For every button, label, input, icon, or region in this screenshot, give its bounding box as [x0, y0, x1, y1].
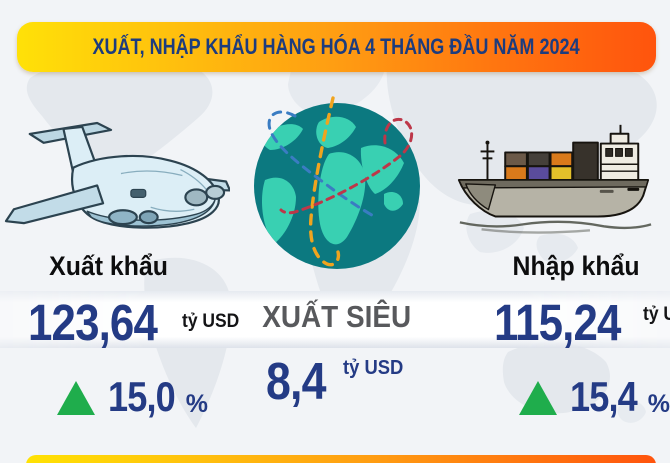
surplus-label-text: XUẤT SIÊU	[262, 299, 412, 334]
footer-gradient-bar	[26, 455, 656, 463]
surplus-section-label: XUẤT SIÊU	[227, 299, 447, 334]
import-percent-sign: %	[647, 390, 670, 418]
export-change-value: 15,0	[108, 373, 176, 420]
surplus-value-row: 8,4 tỷ USD	[237, 356, 437, 408]
page-title: XUẤT, NHẬP KHẨU HÀNG HÓA 4 THÁNG ĐẦU NĂM…	[92, 34, 581, 59]
import-unit: tỷ USD	[643, 304, 670, 325]
import-value-row: 115,24 tỷ USD	[494, 297, 670, 348]
export-change-row: 15,0 %	[57, 376, 208, 418]
export-percent-sign: %	[185, 390, 208, 418]
export-value-row: 123,64 tỷ USD	[28, 297, 244, 348]
surplus-value: 8,4	[265, 353, 326, 411]
import-section-label: Nhập khẩu	[478, 253, 670, 280]
surplus-unit: tỷ USD	[342, 357, 404, 379]
cargo-ship-icon	[457, 124, 652, 234]
export-value: 123,64	[28, 294, 158, 351]
globe-icon	[254, 96, 420, 269]
export-unit: tỷ USD	[182, 311, 240, 332]
up-triangle-icon	[519, 381, 557, 415]
cargo-plane-icon	[4, 121, 230, 229]
export-section-label: Xuất khẩu	[14, 253, 204, 280]
import-change-row: 15,4 %	[519, 376, 670, 418]
title-banner: XUẤT, NHẬP KHẨU HÀNG HÓA 4 THÁNG ĐẦU NĂM…	[17, 22, 656, 72]
import-value: 115,24	[494, 294, 621, 351]
import-change-value: 15,4	[570, 373, 638, 420]
import-label-text: Nhập khẩu	[512, 251, 640, 281]
surplus-ribbon	[0, 291, 670, 348]
up-triangle-icon	[57, 381, 95, 415]
export-label-text: Xuất khẩu	[49, 251, 169, 281]
